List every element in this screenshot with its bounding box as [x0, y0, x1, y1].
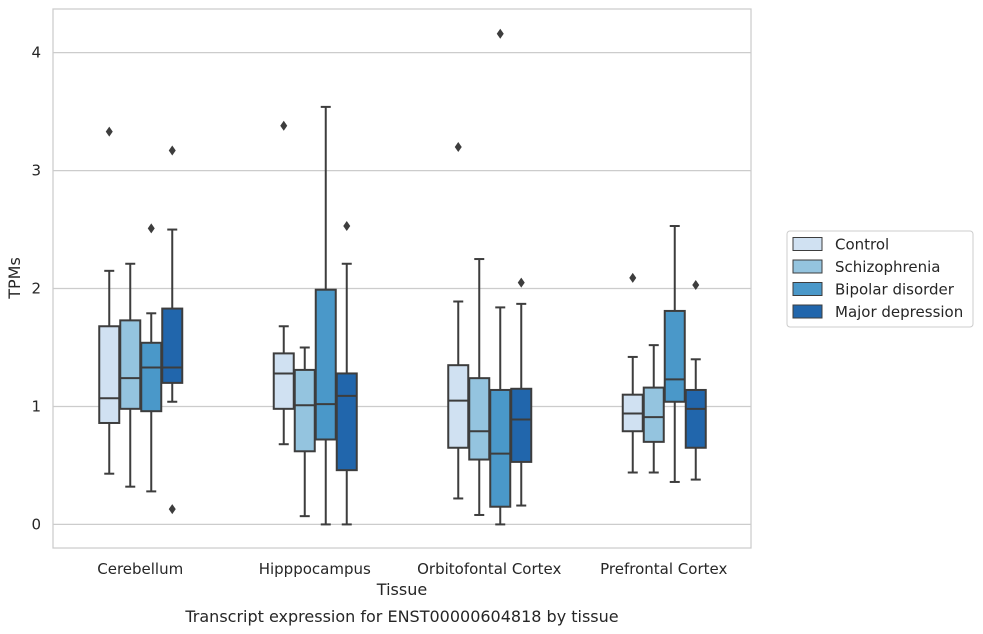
legend-swatch: [792, 237, 823, 251]
x-tick-label: Cerebellum: [97, 560, 183, 578]
legend: Control Schizophrenia Bipolar disorder Majo…: [786, 230, 974, 328]
box-iqr: [447, 364, 470, 449]
box-bipolar-disorder: [489, 28, 512, 526]
box-iqr: [489, 388, 512, 508]
box-bipolar-disorder: [140, 223, 163, 493]
legend-swatch: [792, 259, 823, 274]
box-schizophrenia: [293, 346, 316, 518]
x-axis-title: Tissue: [376, 580, 427, 599]
chart-caption: Transcript expression for ENST0000060481…: [184, 607, 618, 626]
box-control: [621, 272, 644, 474]
box-major-depression: [161, 145, 184, 515]
outlier-point: [629, 272, 637, 283]
y-tick-label: 4: [31, 44, 41, 62]
legend-label: Schizophrenia: [835, 258, 940, 276]
box-iqr: [642, 386, 665, 443]
box-control: [98, 126, 121, 475]
x-tick-label: Hipppocampus: [259, 560, 371, 578]
y-tick-label: 2: [31, 280, 41, 298]
box-iqr: [684, 388, 707, 449]
box-control: [272, 120, 295, 446]
box-iqr: [468, 377, 491, 461]
box-iqr: [140, 341, 163, 413]
plot-frame: [52, 8, 752, 549]
box-schizophrenia: [642, 344, 665, 474]
x-tick-label: Prefrontal Cortex: [600, 560, 727, 578]
x-tick-label: Orbitofontal Cortex: [417, 560, 561, 578]
outlier-point: [692, 279, 700, 290]
outlier-point: [105, 126, 113, 137]
outlier-point: [454, 141, 462, 152]
y-axis-title: TPMs: [5, 257, 24, 300]
box-iqr: [663, 309, 686, 403]
box-iqr: [293, 368, 316, 453]
outlier-point: [343, 221, 351, 232]
outlier-point: [147, 223, 155, 234]
y-tick-label: 1: [31, 397, 41, 415]
box-schizophrenia: [119, 262, 142, 488]
y-grid-lines: [53, 52, 751, 526]
box-major-depression: [684, 279, 707, 481]
legend-label: Bipolar disorder: [835, 281, 955, 299]
y-tick-labels: 0 1 2 3 4: [31, 44, 41, 534]
legend-label: Control: [835, 236, 889, 254]
x-tick-labels: Cerebellum Hipppocampus Orbitofontal Corte…: [97, 560, 727, 578]
box-schizophrenia: [468, 258, 491, 516]
box-major-depression: [510, 277, 533, 507]
box-control: [447, 141, 470, 500]
y-tick-label: 0: [31, 515, 41, 533]
outlier-point: [517, 277, 525, 288]
outlier-point: [280, 120, 288, 131]
box-iqr: [510, 387, 533, 463]
box-iqr: [314, 288, 337, 441]
box-bipolar-disorder: [663, 225, 686, 483]
outlier-point: [168, 145, 176, 156]
boxes: [98, 28, 707, 526]
legend-swatch: [792, 282, 823, 296]
box-iqr: [161, 307, 184, 384]
box-bipolar-disorder: [314, 105, 337, 526]
legend-swatch: [792, 304, 823, 319]
legend-label: Major depression: [835, 303, 963, 321]
legend-frame: [786, 230, 974, 328]
box-iqr: [335, 372, 358, 472]
box-major-depression: [335, 221, 358, 526]
outlier-point: [168, 504, 176, 515]
y-tick-label: 3: [31, 162, 41, 180]
box-iqr: [272, 352, 295, 410]
box-iqr: [98, 325, 121, 424]
box-iqr: [119, 319, 142, 410]
outlier-point: [496, 28, 504, 39]
